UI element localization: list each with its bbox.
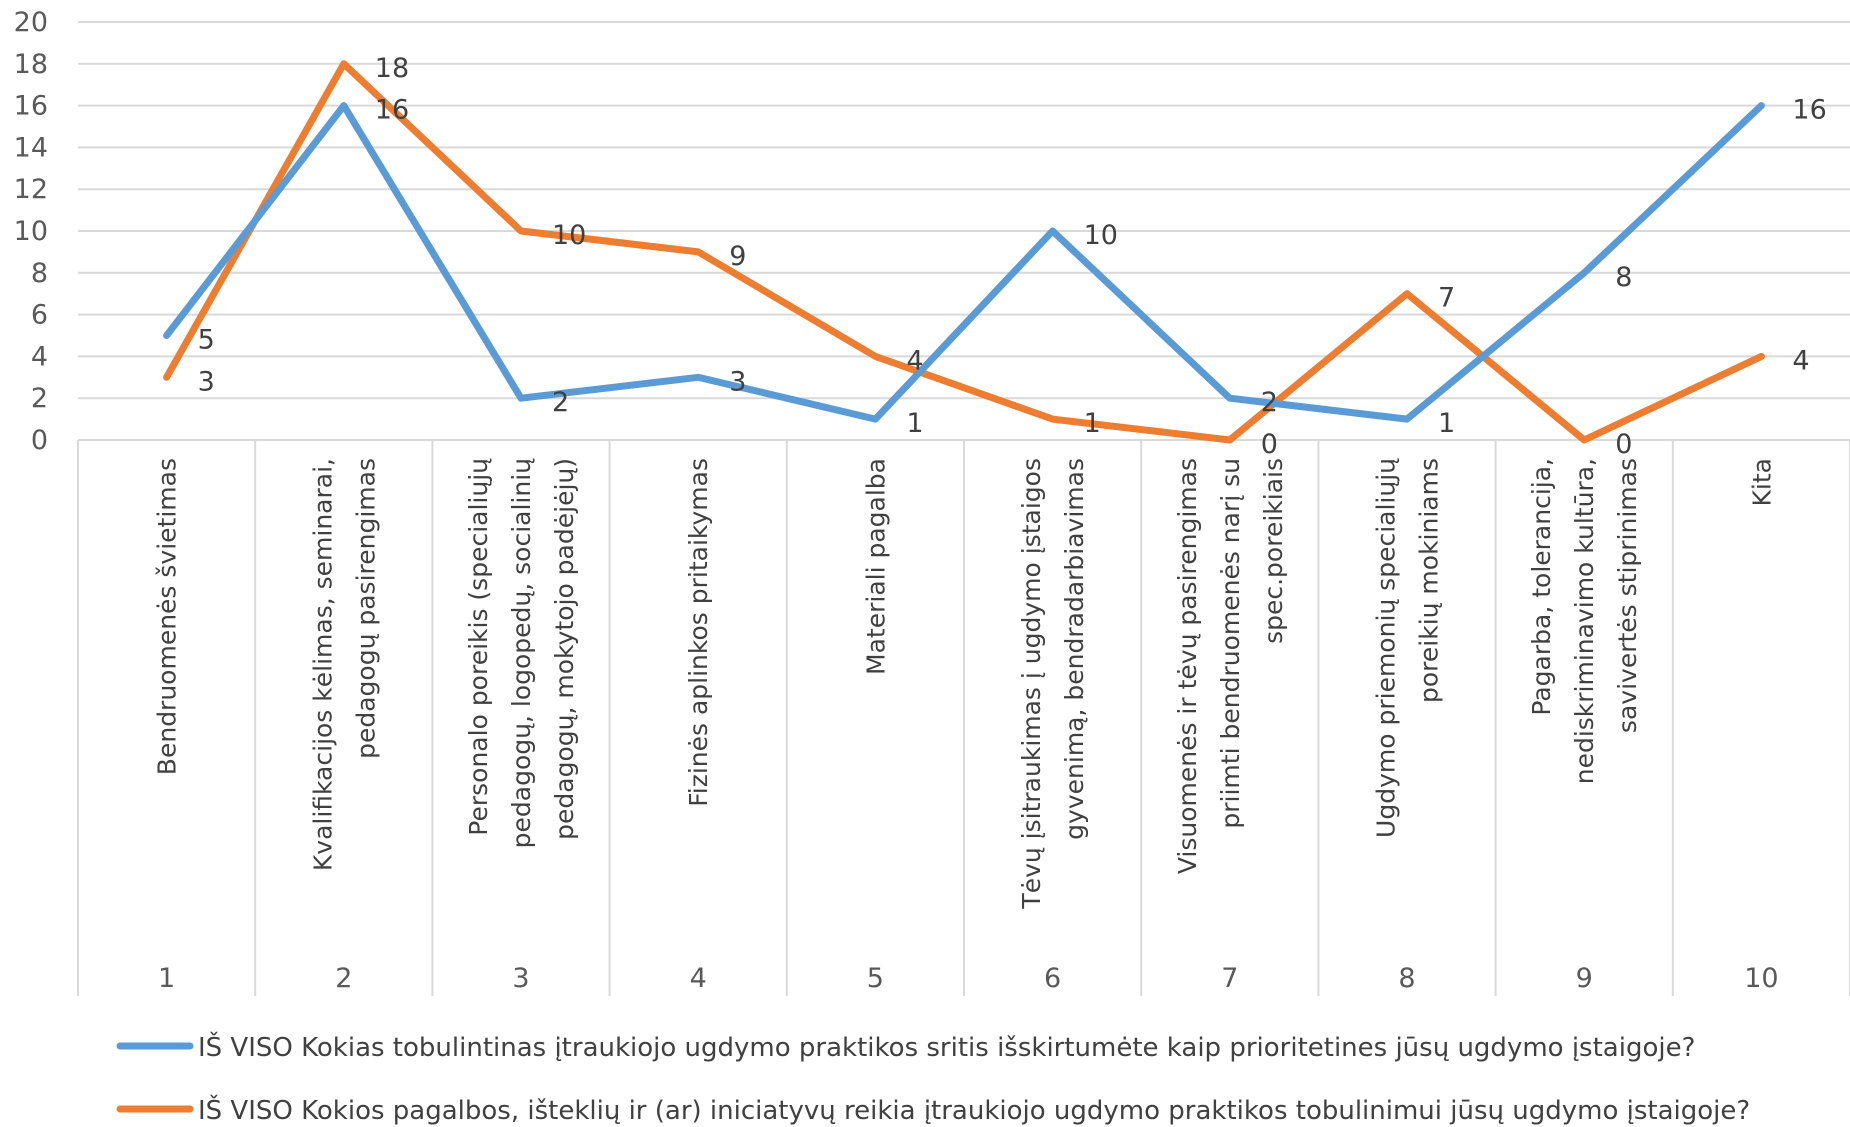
data-label-series-2: 10 [552,220,586,251]
y-tick-label: 2 [31,383,48,414]
x-category-label: Bendruomenės švietimas [153,458,182,775]
data-label-series-2: 0 [1615,429,1632,460]
x-category-label: Kvalifikacijos kėlimas, seminarai, pedago… [308,458,380,871]
data-label-series-1: 2 [1261,387,1278,418]
y-tick-label: 20 [14,7,48,38]
data-label-series-1: 10 [1084,220,1118,251]
y-tick-label: 0 [31,425,48,456]
y-tick-label: 16 [14,91,48,122]
data-label-series-2: 4 [906,345,923,376]
data-label-series-2: 0 [1261,429,1278,460]
x-category-label: Pagarba, tolerancija, nediskriminavimo ku… [1527,458,1642,784]
x-tick-label: 8 [1398,963,1415,994]
y-tick-label: 4 [31,341,48,372]
x-category-label: Fizinės aplinkos pritaikymas [684,458,713,807]
x-tick-label: 9 [1576,963,1593,994]
x-category-label: Personalo poreikis (specialiųjų pedagogų,… [464,458,579,848]
x-category-label: Visuomenės ir tėvų pasirengimas priimti b… [1173,458,1288,874]
y-tick-label: 14 [14,132,48,163]
data-label-series-2: 1 [1084,408,1101,439]
x-tick-label: 1 [158,963,175,994]
data-label-series-1: 5 [198,325,215,356]
gridlines [78,21,1850,441]
data-label-series-1: 16 [375,95,409,126]
data-label-series-1: 3 [729,366,746,397]
y-tick-label: 12 [14,174,48,205]
x-category-label: Materiali pagalba [861,458,890,675]
series-line-2 [163,60,1765,444]
x-tick-label: 6 [1044,963,1061,994]
y-tick-label: 8 [31,258,48,289]
legend-label-1: IŠ VISO Kokias tobulintinas įtraukiojo u… [198,1031,1695,1063]
x-tick-label: 10 [1744,963,1778,994]
x-tick-label: 4 [690,963,707,994]
series-lines [163,60,1765,444]
legend: IŠ VISO Kokias tobulintinas įtraukiojo u… [116,1031,1750,1126]
y-axis-ticks: 0 2 4 6 8 10 12 14 16 18 20 [14,7,48,456]
x-tick-label: 5 [867,963,884,994]
data-label-series-2: 18 [375,53,409,84]
y-tick-label: 6 [31,300,48,331]
data-label-series-1: 1 [906,408,923,439]
data-label-series-2: 3 [198,366,215,397]
x-category-label: Ugdymo priemonių specialiųjų poreikių mok… [1372,458,1444,838]
data-label-series-1: 2 [552,387,569,418]
data-label-series-1: 16 [1792,95,1826,126]
data-label-series-1: 1 [1438,408,1455,439]
data-label-series-2: 4 [1792,345,1809,376]
x-category-label: Tėvų įsitraukimas į ugdymo įstaigos gyven… [1017,458,1089,910]
x-tick-label: 2 [335,963,352,994]
legend-label-2: IŠ VISO Kokios pagalbos, išteklių ir (ar… [198,1094,1750,1126]
y-tick-label: 18 [14,49,48,80]
data-label-series-2: 9 [729,241,746,272]
series-line-1 [163,102,1765,423]
data-label-series-1: 8 [1615,262,1632,293]
x-tick-label: 3 [512,963,529,994]
x-tick-label: 7 [1221,963,1238,994]
data-label-series-2: 7 [1438,283,1455,314]
x-category-label: Kita [1747,458,1776,506]
x-axis: Bendruomenės švietimas Kvalifikacijos kėl… [77,440,1850,996]
y-tick-label: 10 [14,216,48,247]
